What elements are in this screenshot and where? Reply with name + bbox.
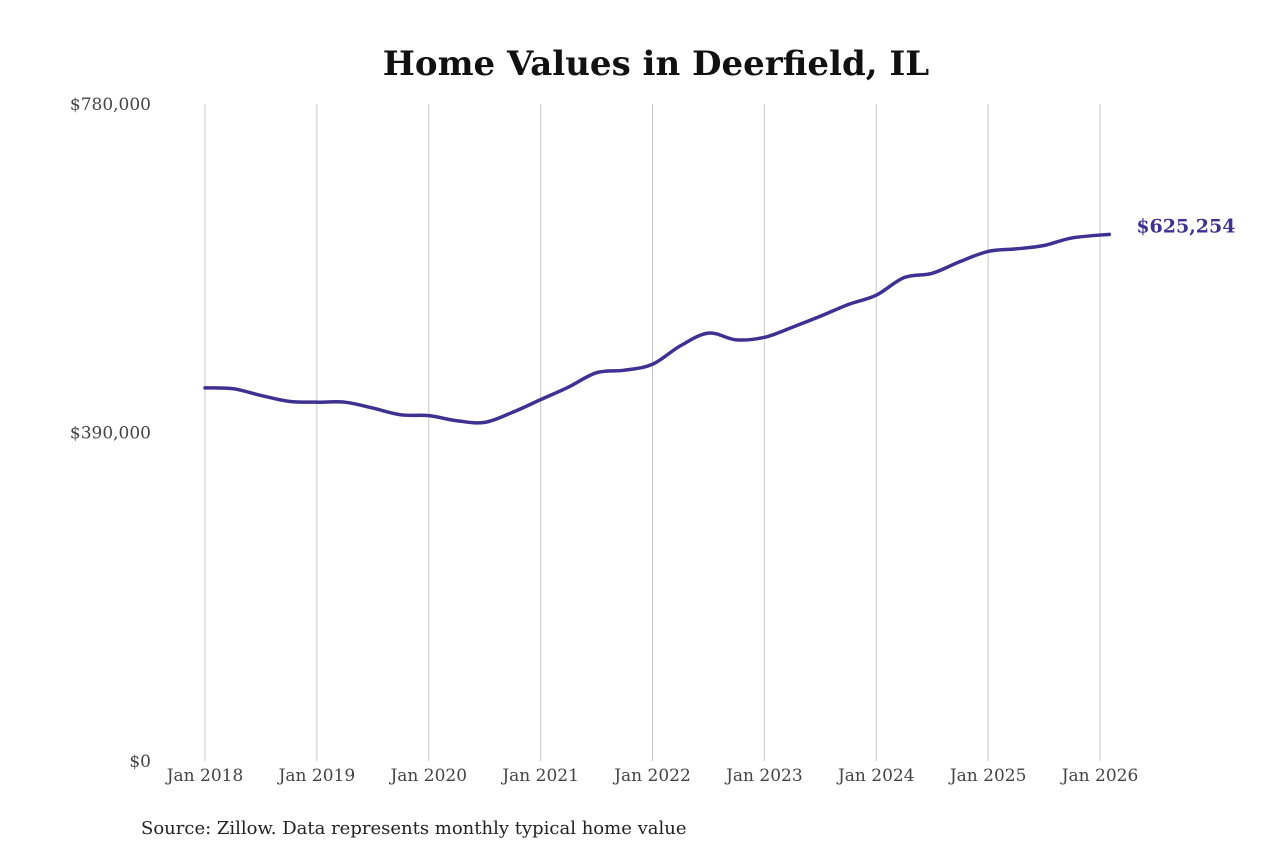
x-axis: Jan 2018 Jan 2019 Jan 2020 Jan 2021 Jan 2022… <box>165 766 1139 786</box>
chart-title: Home Values in Deerfield, IL <box>383 44 930 84</box>
end-value-label: $625,254 <box>1136 215 1235 237</box>
x-tick-label-5: Jan 2023 <box>724 766 803 786</box>
y-tick-label-2: $780,000 <box>70 95 151 115</box>
x-tick-label-1: Jan 2019 <box>277 766 356 786</box>
x-tick-label-8: Jan 2026 <box>1060 766 1139 786</box>
x-tick-label-7: Jan 2025 <box>948 766 1027 786</box>
series-line-0 <box>203 232 1112 425</box>
y-axis: $0 $390,000 $780,000 <box>70 95 151 772</box>
grid-layer <box>204 104 1101 761</box>
source-note: Source: Zillow. Data represents monthly … <box>141 818 687 839</box>
series-layer: $625,254 <box>203 215 1235 425</box>
x-tick-label-4: Jan 2022 <box>612 766 691 786</box>
x-tick-label-3: Jan 2021 <box>500 766 579 786</box>
y-tick-label-0: $0 <box>129 752 151 772</box>
y-tick-label-1: $390,000 <box>70 424 151 444</box>
x-tick-label-0: Jan 2018 <box>165 766 244 786</box>
x-tick-label-2: Jan 2020 <box>388 766 467 786</box>
x-tick-label-6: Jan 2024 <box>836 766 915 786</box>
